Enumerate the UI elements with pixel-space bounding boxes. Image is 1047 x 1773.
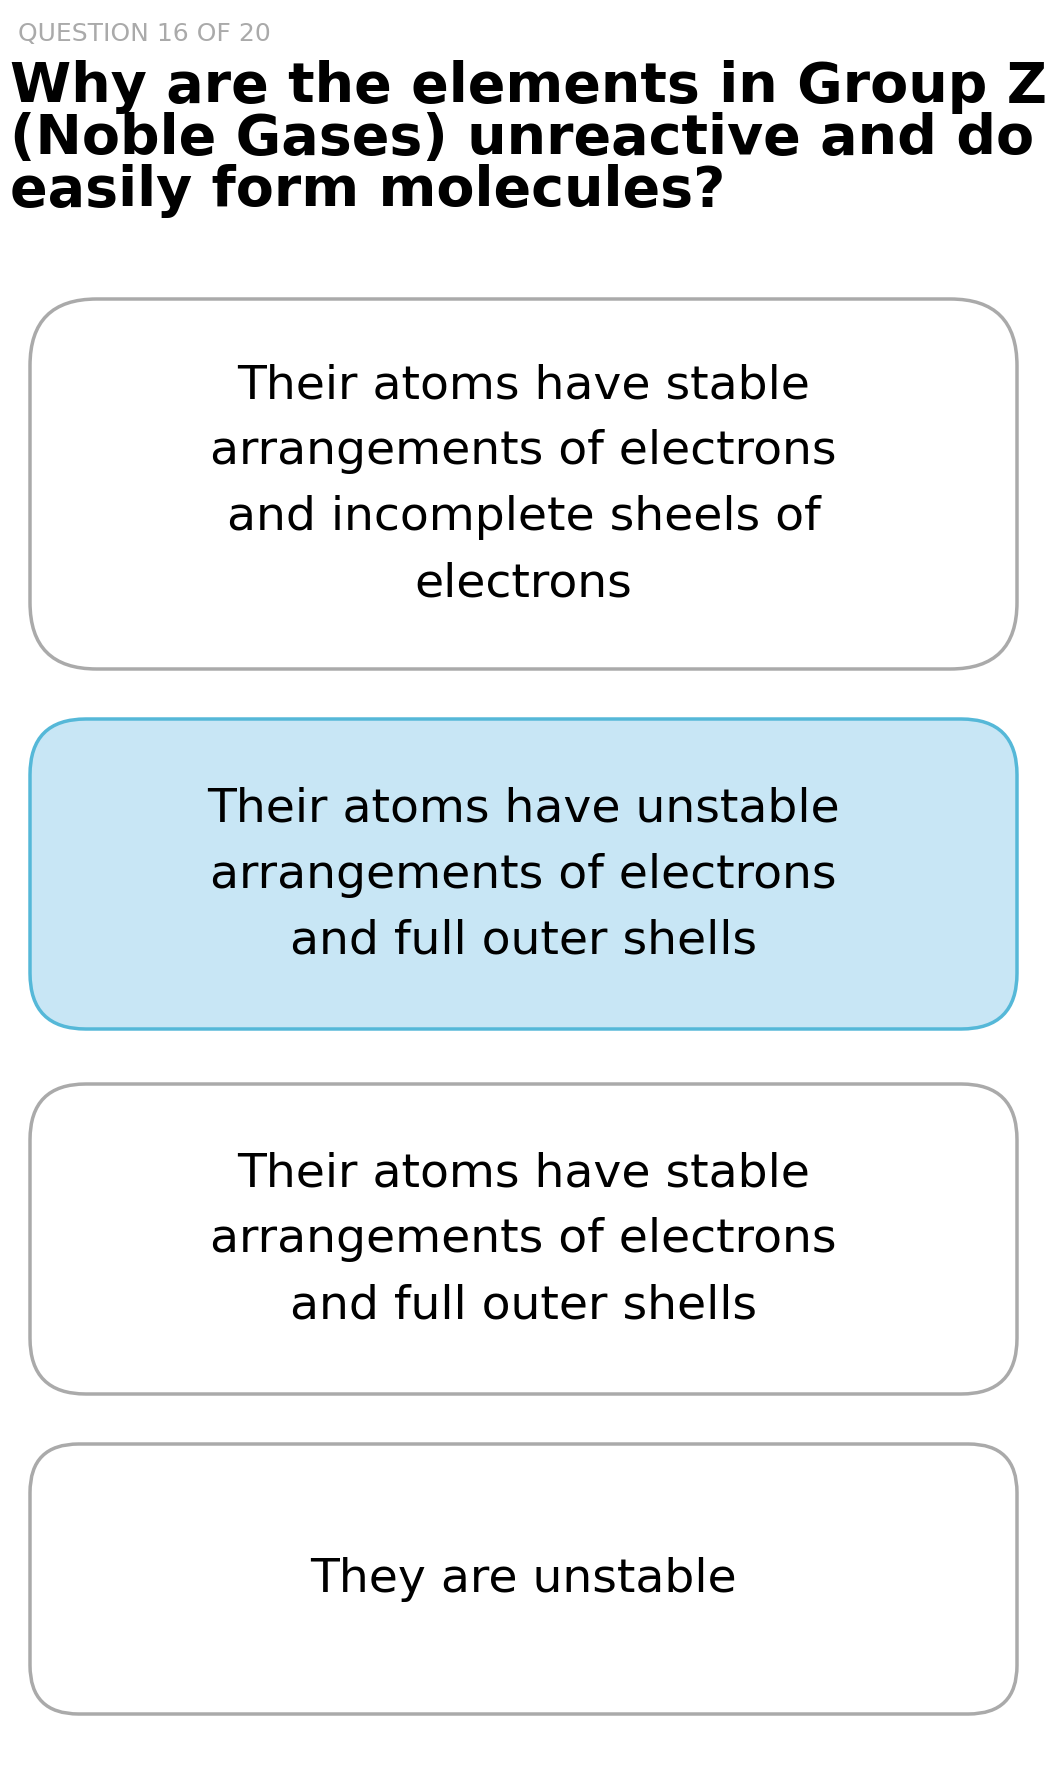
Text: (Noble Gases) unreactive and do not: (Noble Gases) unreactive and do not <box>10 112 1047 167</box>
FancyBboxPatch shape <box>30 300 1017 670</box>
Text: Their atoms have stable
arrangements of electrons
and incomplete sheels of
elect: Their atoms have stable arrangements of … <box>210 363 837 606</box>
Text: QUESTION 16 OF 20: QUESTION 16 OF 20 <box>18 21 271 46</box>
Text: Their atoms have stable
arrangements of electrons
and full outer shells: Their atoms have stable arrangements of … <box>210 1151 837 1328</box>
Text: They are unstable: They are unstable <box>310 1557 737 1601</box>
Text: Their atoms have unstable
arrangements of electrons
and full outer shells: Their atoms have unstable arrangements o… <box>207 785 840 963</box>
FancyBboxPatch shape <box>30 1445 1017 1714</box>
FancyBboxPatch shape <box>30 1085 1017 1394</box>
FancyBboxPatch shape <box>30 720 1017 1030</box>
Text: Why are the elements in Group Zero: Why are the elements in Group Zero <box>10 60 1047 113</box>
Text: easily form molecules?: easily form molecules? <box>10 163 726 218</box>
